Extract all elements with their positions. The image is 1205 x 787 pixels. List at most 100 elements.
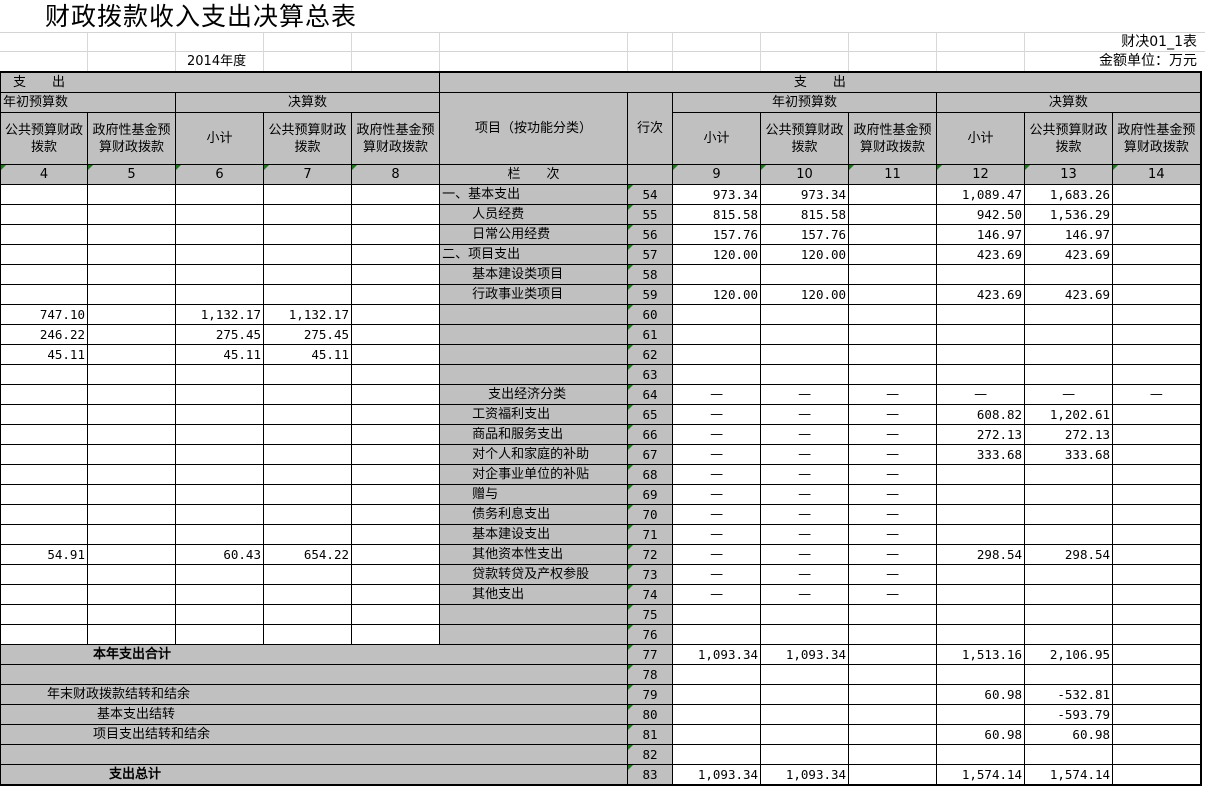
amount-cell-col-11[interactable] (848, 184, 938, 205)
amount-cell-col-8[interactable] (350, 304, 441, 325)
amount-cell-col-13[interactable] (1024, 504, 1114, 525)
amount-cell-col-8[interactable] (350, 424, 441, 445)
amount-cell-col-9[interactable]: 973.34 (672, 184, 762, 205)
amount-cell-col-13[interactable] (1024, 524, 1114, 545)
amount-cell-col-12[interactable]: 333.68 (936, 444, 1026, 465)
amount-cell-col-7[interactable] (263, 404, 352, 425)
amount-cell-col-14[interactable] (1112, 184, 1202, 205)
amount-cell-col-6[interactable] (175, 464, 264, 485)
amount-cell-col-9[interactable] (672, 344, 762, 365)
amount-cell-col-10[interactable] (760, 684, 850, 705)
amount-cell-col-10[interactable]: — (760, 504, 850, 525)
amount-cell-col-12[interactable] (936, 604, 1026, 625)
amount-cell-col-5[interactable] (87, 444, 176, 465)
amount-cell-col-4[interactable] (0, 564, 88, 585)
amount-cell-col-14[interactable] (1112, 684, 1202, 705)
amount-cell-col-4[interactable] (0, 504, 88, 525)
amount-cell-col-12[interactable] (936, 664, 1026, 685)
amount-cell-col-12[interactable]: 1,089.47 (936, 184, 1026, 205)
amount-cell-col-13[interactable]: 146.97 (1024, 224, 1114, 245)
amount-cell-col-13[interactable]: 272.13 (1024, 424, 1114, 445)
amount-cell-col-5[interactable] (87, 404, 176, 425)
amount-cell-col-14[interactable] (1112, 444, 1202, 465)
amount-cell-col-7[interactable] (263, 384, 352, 405)
amount-cell-col-11[interactable] (848, 204, 938, 225)
amount-cell-col-10[interactable] (760, 364, 850, 385)
amount-cell-col-14[interactable] (1112, 304, 1202, 325)
amount-cell-col-10[interactable] (760, 344, 850, 365)
amount-cell-col-7[interactable] (263, 464, 352, 485)
amount-cell-col-7[interactable]: 45.11 (263, 344, 352, 365)
amount-cell-col-6[interactable] (175, 484, 264, 505)
amount-cell-col-13[interactable] (1024, 744, 1114, 765)
amount-cell-col-4[interactable] (0, 584, 88, 605)
amount-cell-col-12[interactable]: 1,513.16 (936, 644, 1026, 665)
amount-cell-col-10[interactable]: 973.34 (760, 184, 850, 205)
amount-cell-col-8[interactable] (350, 404, 441, 425)
amount-cell-col-9[interactable]: — (672, 544, 762, 565)
amount-cell-col-11[interactable]: — (848, 484, 938, 505)
amount-cell-col-10[interactable]: 120.00 (760, 284, 850, 305)
amount-cell-col-5[interactable] (87, 304, 176, 325)
amount-cell-col-6[interactable] (175, 204, 264, 225)
amount-cell-col-12[interactable]: 423.69 (936, 284, 1026, 305)
amount-cell-col-9[interactable]: 157.76 (672, 224, 762, 245)
amount-cell-col-11[interactable] (848, 304, 938, 325)
amount-cell-col-6[interactable] (175, 504, 264, 525)
amount-cell-col-11[interactable]: — (848, 584, 938, 605)
amount-cell-col-8[interactable] (350, 324, 441, 345)
amount-cell-col-8[interactable] (350, 384, 441, 405)
amount-cell-col-11[interactable] (848, 264, 938, 285)
amount-cell-col-9[interactable] (672, 624, 762, 645)
amount-cell-col-14[interactable] (1112, 464, 1202, 485)
amount-cell-col-11[interactable] (848, 664, 938, 685)
amount-cell-col-11[interactable]: — (848, 424, 938, 445)
amount-cell-col-8[interactable] (350, 204, 441, 225)
amount-cell-col-11[interactable] (848, 224, 938, 245)
amount-cell-col-11[interactable] (848, 284, 938, 305)
amount-cell-col-9[interactable] (672, 364, 762, 385)
amount-cell-col-14[interactable] (1112, 284, 1202, 305)
amount-cell-col-9[interactable]: 815.58 (672, 204, 762, 225)
amount-cell-col-4[interactable] (0, 524, 88, 545)
amount-cell-col-14[interactable] (1112, 624, 1202, 645)
amount-cell-col-10[interactable]: — (760, 424, 850, 445)
amount-cell-col-12[interactable]: — (936, 384, 1026, 405)
amount-cell-col-10[interactable]: — (760, 404, 850, 425)
amount-cell-col-11[interactable] (848, 344, 938, 365)
amount-cell-col-5[interactable] (87, 184, 176, 205)
amount-cell-col-12[interactable] (936, 564, 1026, 585)
amount-cell-col-10[interactable] (760, 304, 850, 325)
amount-cell-col-12[interactable] (936, 704, 1026, 725)
amount-cell-col-10[interactable]: — (760, 544, 850, 565)
amount-cell-col-7[interactable] (263, 444, 352, 465)
amount-cell-col-7[interactable] (263, 424, 352, 445)
amount-cell-col-8[interactable] (350, 224, 441, 245)
amount-cell-col-12[interactable]: 272.13 (936, 424, 1026, 445)
amount-cell-col-4[interactable] (0, 604, 88, 625)
amount-cell-col-9[interactable]: — (672, 584, 762, 605)
amount-cell-col-7[interactable] (263, 284, 352, 305)
amount-cell-col-7[interactable] (263, 184, 352, 205)
amount-cell-col-11[interactable] (848, 624, 938, 645)
amount-cell-col-4[interactable]: 246.22 (0, 324, 88, 345)
amount-cell-col-10[interactable]: 157.76 (760, 224, 850, 245)
amount-cell-col-13[interactable]: 1,202.61 (1024, 404, 1114, 425)
amount-cell-col-12[interactable] (936, 744, 1026, 765)
amount-cell-col-4[interactable] (0, 464, 88, 485)
amount-cell-col-4[interactable] (0, 444, 88, 465)
amount-cell-col-7[interactable] (263, 584, 352, 605)
amount-cell-col-5[interactable] (87, 224, 176, 245)
amount-cell-col-5[interactable] (87, 624, 176, 645)
amount-cell-col-4[interactable]: 54.91 (0, 544, 88, 565)
amount-cell-col-4[interactable] (0, 224, 88, 245)
amount-cell-col-6[interactable] (175, 604, 264, 625)
amount-cell-col-8[interactable] (350, 564, 441, 585)
amount-cell-col-7[interactable] (263, 484, 352, 505)
amount-cell-col-4[interactable]: 747.10 (0, 304, 88, 325)
amount-cell-col-7[interactable] (263, 264, 352, 285)
amount-cell-col-8[interactable] (350, 484, 441, 505)
amount-cell-col-5[interactable] (87, 364, 176, 385)
amount-cell-col-12[interactable] (936, 624, 1026, 645)
amount-cell-col-11[interactable] (848, 604, 938, 625)
